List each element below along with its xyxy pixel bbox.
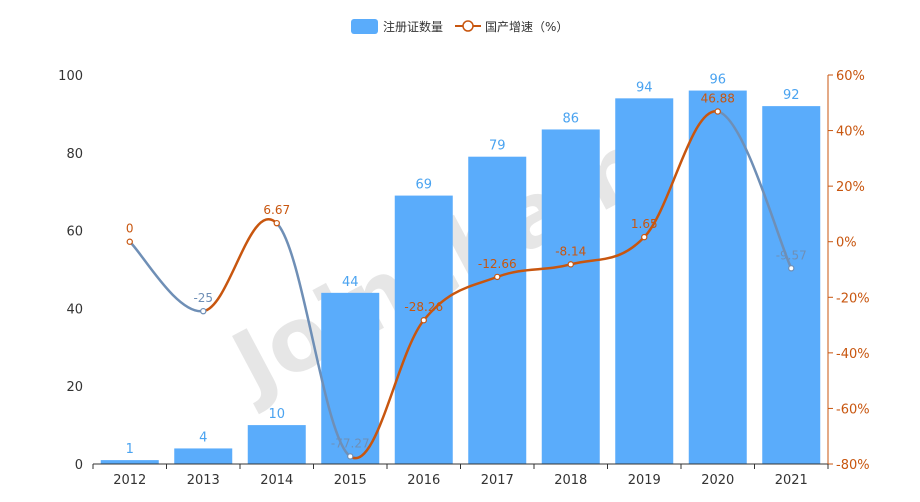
x-tick-label: 2021 [775,473,808,488]
bar-value-label: 69 [415,178,432,193]
line-value-label: -77.27 [331,436,370,450]
line-point [788,265,795,272]
y-right-tick-label: -40% [836,347,870,362]
bar [468,156,527,464]
line-segment [349,318,425,460]
line-segment [422,275,499,322]
line-segment [569,235,646,266]
y-left-tick-label: 20 [66,380,83,395]
line-point [200,307,207,315]
line-value-label: -8.14 [555,244,586,258]
y-left-tick-label: 0 [75,458,83,473]
line-value-label: 1.65 [631,217,658,231]
line-point [567,261,574,268]
line-point [641,233,648,241]
line-value-label: 0 [126,222,134,236]
bar [100,460,159,464]
line-value-label: -28.26 [404,300,443,314]
x-tick-label: 2013 [187,473,220,488]
y-right-tick-label: -20% [836,291,870,306]
y-left-tick-label: 60 [66,225,83,240]
bar [615,98,674,464]
y-left-tick-label: 100 [58,69,83,84]
legend-bar-swatch [351,19,378,34]
bar [174,448,233,464]
bar-series [100,90,821,465]
line-segment [128,240,205,313]
line-point [347,453,354,460]
x-tick-label: 2019 [628,473,661,488]
line-segment [202,218,278,313]
line-series [126,108,795,460]
line-point [420,317,427,324]
y-right-tick-label: 0% [836,236,857,251]
x-tick-label: 2020 [701,473,734,488]
line-segment [643,110,719,239]
line-point [714,108,721,115]
bar-value-label: 86 [562,111,579,126]
bar-value-label: 79 [489,139,506,154]
line-value-label: -25 [193,291,213,305]
line-value-label: -12.66 [478,257,517,271]
x-tick-label: 2015 [334,473,367,488]
y-right-tick-label: 40% [836,125,865,140]
x-tick-label: 2016 [407,473,440,488]
line-value-label: -9.57 [776,248,807,262]
x-tick-label: 2018 [554,473,587,488]
axes: 020406080100-80%-60%-40%-20%0%20%40%60%2… [58,69,869,488]
line-value-label: 6.67 [263,203,290,217]
y-left-tick-label: 80 [66,147,83,162]
bar-value-label: 94 [636,80,653,95]
y-right-tick-label: 20% [836,180,865,195]
line-segment [496,263,572,279]
bar-value-label: 1 [126,442,134,457]
line-segment [716,110,793,270]
line-point [494,273,501,281]
line-segment [275,221,352,458]
bar-value-label: 4 [199,430,207,445]
bar-value-label: 10 [268,407,285,422]
x-tick-label: 2012 [113,473,146,488]
line-point [273,219,280,227]
line-value-label: 46.88 [701,91,735,105]
legend-line-label: 国产增速（%） [485,20,568,34]
legend: 注册证数量 国产增速（%） [351,19,568,34]
x-tick-label: 2014 [260,473,293,488]
y-right-tick-label: -60% [836,402,870,417]
legend-line-marker [462,20,474,32]
bar [541,129,600,464]
y-right-tick-label: 60% [836,69,865,84]
bar-value-label: 96 [709,73,726,88]
bar [762,106,821,465]
bar [321,292,380,464]
line-point [126,238,133,245]
bar-value-label: 92 [783,88,800,103]
y-right-tick-label: -80% [836,458,870,473]
bar-value-label: 44 [342,275,359,290]
legend-bar-label: 注册证数量 [383,19,443,34]
bar [247,425,306,464]
bar [394,195,453,464]
bar [688,90,747,464]
x-tick-label: 2017 [481,473,514,488]
data-labels: 1 4 10 44 69 79 86 94 96 92 0 -25 6.67 -77.27 -28.26 -1… [126,73,807,458]
y-left-tick-label: 40 [66,302,83,317]
